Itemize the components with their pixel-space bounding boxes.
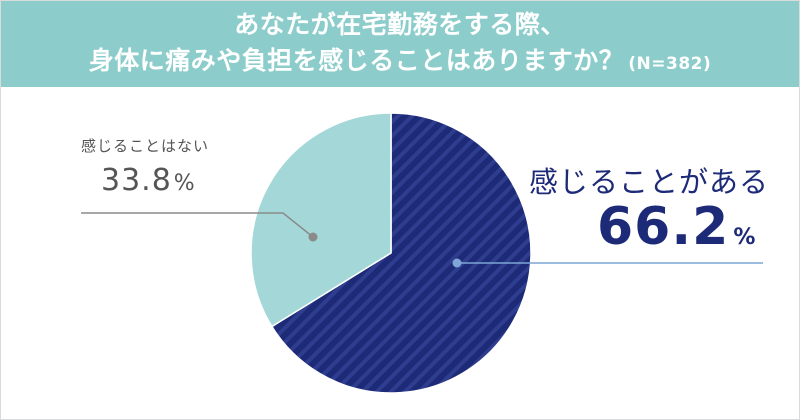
pie-slice-yes bbox=[270, 112, 532, 394]
leader-line-no bbox=[81, 212, 314, 238]
slice-value-yes: 66.2% bbox=[597, 197, 756, 257]
chart-header: あなたが在宅勤務をする際、 身体に痛みや負担を感じることはありますか？ (N=38… bbox=[1, 1, 799, 87]
slice-value-yes-unit: % bbox=[733, 225, 757, 250]
leader-dot-yes bbox=[452, 258, 462, 268]
slice-label-no: 感じることはない bbox=[81, 137, 210, 155]
slice-value-no-unit: % bbox=[173, 171, 196, 196]
slice-value-yes-number: 66.2 bbox=[597, 197, 730, 257]
leader-dot-no bbox=[308, 232, 318, 242]
pie-slice-no bbox=[250, 112, 392, 328]
chart-title-question: 身体に痛みや負担を感じることはありますか？ bbox=[88, 46, 625, 75]
sample-size-label: (N=382) bbox=[628, 54, 712, 74]
slice-label-yes: 感じることがある bbox=[529, 165, 770, 199]
chart-title-line2: 身体に痛みや負担を感じることはありますか？ (N=382) bbox=[1, 45, 799, 80]
chart-title-line1: あなたが在宅勤務をする際、 bbox=[234, 10, 566, 39]
slice-value-no: 33.8% bbox=[101, 163, 196, 198]
slice-value-no-number: 33.8 bbox=[101, 163, 172, 198]
